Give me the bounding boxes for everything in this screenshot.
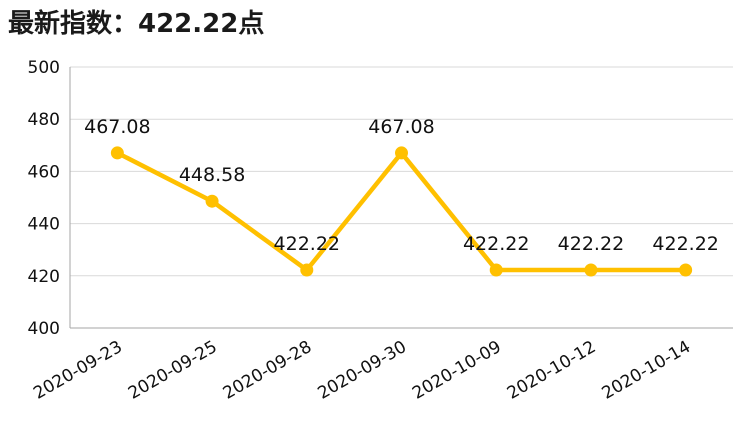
- y-tick-label: 400: [28, 319, 60, 339]
- data-label: 422.22: [558, 233, 624, 255]
- x-tick-label: 2020-09-25: [125, 337, 221, 404]
- x-tick-label: 2020-09-28: [220, 337, 316, 404]
- y-tick-label: 420: [28, 267, 60, 287]
- data-label: 422.22: [652, 233, 718, 255]
- data-points: [110, 146, 693, 277]
- data-point: [300, 263, 314, 277]
- y-tick-label: 440: [28, 215, 60, 235]
- x-tick-label: 2020-09-30: [314, 337, 410, 404]
- data-label: 422.22: [274, 233, 340, 255]
- x-tick-labels: 2020-09-23 2020-09-25 2020-09-28 2020-09-30…: [30, 337, 694, 404]
- axes: [69, 67, 733, 329]
- x-tick-label: 2020-10-09: [409, 337, 505, 404]
- x-tick-label: 2020-09-23: [30, 337, 126, 404]
- data-label: 422.22: [463, 233, 529, 255]
- x-tick-label: 2020-10-12: [504, 337, 600, 404]
- y-tick-label: 500: [28, 58, 60, 78]
- data-point: [395, 146, 408, 160]
- data-labels: 467.08 448.58 422.22 467.08 422.22 422.22 422.…: [84, 116, 719, 255]
- data-point: [679, 263, 693, 277]
- gridlines: [70, 66, 733, 277]
- y-tick-label: 460: [28, 162, 60, 182]
- data-point: [584, 263, 598, 277]
- data-label: 448.58: [179, 164, 245, 186]
- data-point: [489, 263, 503, 277]
- data-label: 467.08: [368, 116, 434, 138]
- page-title: 最新指数：422.22点: [8, 9, 265, 39]
- y-tick-label: 480: [28, 110, 60, 130]
- y-tick-labels: 400 420 440 460 480 500: [28, 58, 60, 339]
- data-point: [205, 194, 219, 208]
- data-label: 467.08: [84, 116, 150, 138]
- data-point: [110, 146, 124, 160]
- x-tick-label: 2020-10-14: [599, 337, 695, 404]
